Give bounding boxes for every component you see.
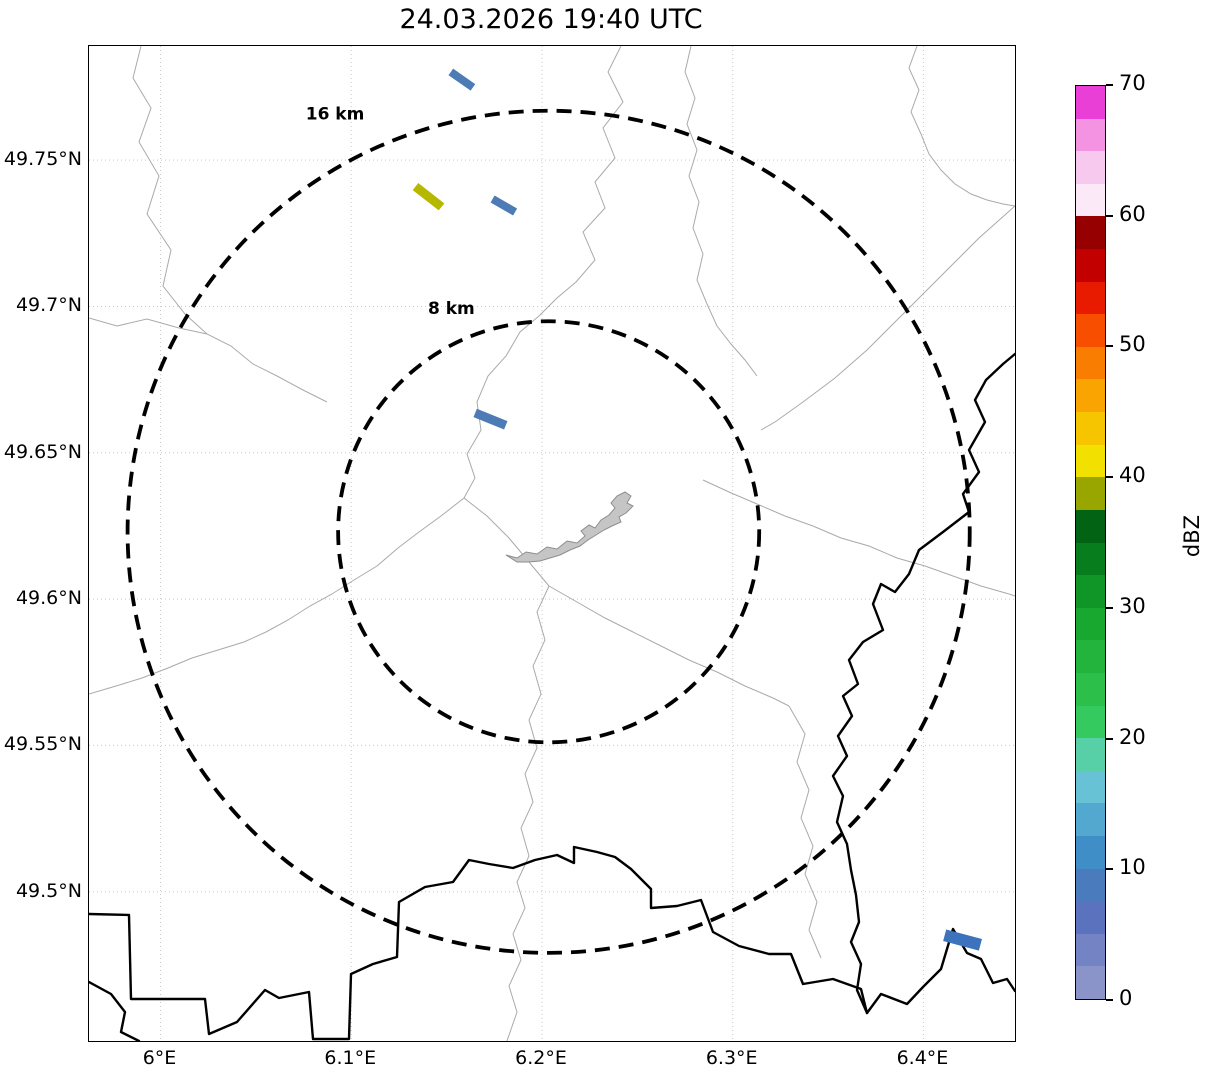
y-axis-tick-label: 49.65°N bbox=[3, 440, 82, 463]
colorbar-band bbox=[1076, 118, 1105, 152]
colorbar-band bbox=[1076, 444, 1105, 478]
colorbar-tick bbox=[1106, 84, 1113, 86]
colorbar-band bbox=[1076, 672, 1105, 706]
admin-boundary-line bbox=[463, 497, 550, 587]
admin-boundary-line bbox=[702, 479, 1015, 597]
admin-boundary-line bbox=[89, 497, 465, 695]
admin-boundary-line bbox=[788, 705, 822, 959]
colorbar-band bbox=[1076, 477, 1105, 510]
colorbar-band bbox=[1076, 281, 1105, 315]
x-axis-tick-label: 6.2°E bbox=[515, 1047, 567, 1069]
y-axis-tick-label: 49.6°N bbox=[15, 587, 82, 610]
colorbar-band bbox=[1076, 379, 1105, 413]
colorbar-band bbox=[1076, 346, 1105, 380]
range-ring-label: 8 km bbox=[428, 299, 475, 319]
radar-echo bbox=[473, 408, 508, 430]
colorbar-band bbox=[1076, 412, 1105, 445]
colorbar-band bbox=[1076, 738, 1105, 771]
colorbar-band bbox=[1076, 836, 1105, 869]
colorbar-band bbox=[1076, 151, 1105, 184]
admin-boundary-line bbox=[548, 585, 790, 707]
plot-title: 24.03.2026 19:40 UTC bbox=[399, 4, 703, 35]
country-border-line bbox=[831, 352, 1015, 1015]
colorbar-band bbox=[1076, 509, 1105, 543]
colorbar-axis: 0 10 20 30 40 50 60 70 bbox=[1106, 71, 1206, 1010]
colorbar-band bbox=[1076, 803, 1105, 837]
colorbar-band bbox=[1076, 314, 1105, 347]
colorbar-band bbox=[1076, 640, 1105, 673]
colorbar-tick-label: 0 bbox=[1119, 986, 1133, 1010]
country-border-line bbox=[89, 845, 1015, 1041]
colorbar-tick bbox=[1106, 345, 1113, 348]
admin-boundary-line bbox=[506, 585, 550, 1041]
airport-outline bbox=[505, 491, 634, 563]
admin-boundary-line bbox=[463, 46, 624, 499]
y-axis-tick-label: 49.5°N bbox=[15, 879, 82, 902]
y-axis-tick-label: 49.7°N bbox=[15, 294, 82, 317]
colorbar-tick-label: 70 bbox=[1119, 71, 1146, 95]
admin-boundary-line bbox=[132, 46, 328, 403]
map-canvas: 8 km 16 km bbox=[89, 46, 1015, 1041]
colorbar-label: dBZ bbox=[1180, 514, 1204, 558]
colorbar-tick bbox=[1106, 868, 1113, 871]
range-ring-label: 16 km bbox=[306, 104, 365, 124]
colorbar-band bbox=[1076, 183, 1105, 217]
colorbar-band bbox=[1076, 966, 1105, 1000]
colorbar-band bbox=[1076, 901, 1105, 934]
admin-boundary-line bbox=[760, 205, 1015, 431]
range-ring-16km bbox=[125, 108, 972, 955]
colorbar-band bbox=[1076, 607, 1105, 641]
x-axis-tick-label: 6°E bbox=[142, 1047, 177, 1069]
colorbar-tick-label: 20 bbox=[1119, 724, 1146, 749]
country-border-line bbox=[89, 980, 141, 1041]
radar-echo bbox=[943, 929, 982, 951]
colorbar-tick-label: 50 bbox=[1119, 332, 1146, 357]
map-plot: 8 km 16 km bbox=[88, 45, 1016, 1042]
colorbar-tick bbox=[1106, 737, 1113, 740]
x-axis-tick-label: 6.3°E bbox=[705, 1047, 758, 1069]
y-axis: 49.75°N 49.7°N 49.65°N 49.6°N 49.55°N 49.5°N bbox=[0, 0, 82, 1073]
admin-boundary-line bbox=[684, 46, 758, 377]
colorbar-band bbox=[1076, 770, 1105, 804]
range-ring-8km bbox=[336, 319, 762, 745]
colorbar-band bbox=[1076, 575, 1105, 608]
radar-echo bbox=[412, 183, 445, 211]
colorbar-band bbox=[1076, 216, 1105, 250]
colorbar-tick bbox=[1106, 999, 1113, 1001]
x-axis-tick-label: 6.4°E bbox=[896, 1047, 949, 1069]
colorbar-band bbox=[1076, 705, 1105, 739]
colorbar-tick-label: 40 bbox=[1119, 463, 1146, 488]
y-axis-tick-label: 49.55°N bbox=[3, 733, 82, 756]
radar-echo bbox=[448, 68, 476, 91]
colorbar-band bbox=[1076, 868, 1105, 902]
admin-boundary-line bbox=[908, 46, 1015, 207]
colorbar-band bbox=[1076, 86, 1105, 119]
x-axis: 6°E 6.1°E 6.2°E 6.3°E 6.4°E bbox=[0, 1047, 1207, 1073]
admin-boundary-line bbox=[89, 317, 208, 335]
colorbar-tick-label: 60 bbox=[1119, 201, 1146, 226]
radar-echo bbox=[490, 195, 518, 216]
colorbar-tick-label: 10 bbox=[1119, 855, 1146, 880]
colorbar-tick bbox=[1106, 214, 1113, 217]
colorbar-band bbox=[1076, 933, 1105, 967]
colorbar-band bbox=[1076, 542, 1105, 576]
colorbar bbox=[1075, 85, 1106, 1000]
colorbar-tick-label: 30 bbox=[1119, 593, 1146, 618]
y-axis-tick-label: 49.75°N bbox=[3, 148, 82, 171]
colorbar-tick bbox=[1106, 476, 1113, 479]
x-axis-tick-label: 6.1°E bbox=[324, 1047, 377, 1069]
colorbar-tick bbox=[1106, 606, 1113, 609]
colorbar-band bbox=[1076, 249, 1105, 282]
